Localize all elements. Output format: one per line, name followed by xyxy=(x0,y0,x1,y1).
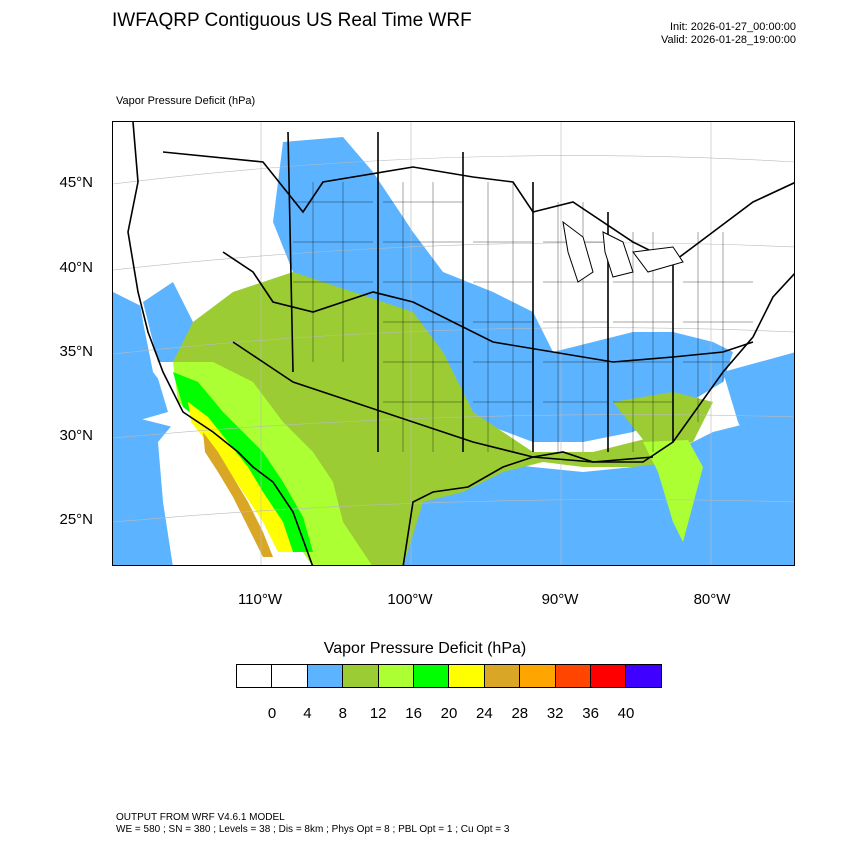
footer-config-line: WE = 580 ; SN = 380 ; Levels = 38 ; Dis … xyxy=(116,824,510,835)
lat-label-35: 35°N xyxy=(59,343,93,360)
footer-model-line: OUTPUT FROM WRF V4.6.1 MODEL xyxy=(116,812,285,823)
colorbar-tick-label: 12 xyxy=(369,705,387,722)
colorbar-cell xyxy=(236,664,273,688)
vpd-field-24-28 xyxy=(203,432,273,557)
colorbar-cell xyxy=(448,664,485,688)
colorbar-tick-label: 40 xyxy=(617,705,635,722)
colorbar-cell xyxy=(377,664,414,688)
colorbar-cell xyxy=(413,664,450,688)
field-label: Vapor Pressure Deficit (hPa) xyxy=(116,95,256,107)
valid-time: Valid: 2026-01-28_19:00:00 xyxy=(661,34,796,46)
colorbar-cell xyxy=(554,664,591,688)
colorbar-cell xyxy=(519,664,556,688)
colorbar-tick-label: 24 xyxy=(476,705,493,722)
lon-label-80: 80°W xyxy=(693,591,731,608)
colorbar-tick-label: 36 xyxy=(582,705,599,722)
colorbar-cell xyxy=(483,664,521,688)
colorbar-title: Vapor Pressure Deficit (hPa) xyxy=(323,640,527,657)
colorbar-cell xyxy=(625,664,662,688)
colorbar-tick-label: 0 xyxy=(267,705,277,722)
great-lakes xyxy=(562,220,684,283)
colorbar xyxy=(236,664,672,688)
colorbar-tick-label: 32 xyxy=(546,705,564,722)
init-time: Init: 2026-01-27_00:00:00 xyxy=(670,21,796,33)
map-title: IWFAQRP Contiguous US Real Time WRF xyxy=(112,10,472,31)
vpd-field-20-24 xyxy=(188,402,293,552)
vpd-map xyxy=(113,122,794,565)
lat-label-30: 30°N xyxy=(59,427,93,444)
lon-label-90: 90°W xyxy=(541,591,579,608)
lat-label-40: 40°N xyxy=(59,259,93,276)
lat-label-25: 25°N xyxy=(59,511,93,528)
colorbar-cell xyxy=(590,664,627,688)
colorbar-tick-label: 20 xyxy=(440,705,458,722)
colorbar-tick-label: 4 xyxy=(303,705,312,722)
map-panel xyxy=(112,121,795,566)
colorbar-tick-label: 28 xyxy=(511,705,529,722)
boundaries xyxy=(127,122,794,565)
colorbar-cell xyxy=(306,664,344,688)
colorbar-cell xyxy=(271,664,308,688)
lat-label-45: 45°N xyxy=(59,174,93,191)
lon-label-110: 110°W xyxy=(237,591,283,608)
colorbar-tick-label: 16 xyxy=(405,705,422,722)
lon-label-100: 100°W xyxy=(387,591,433,608)
colorbar-tick-label: 8 xyxy=(338,705,347,722)
colorbar-cell xyxy=(342,664,379,688)
county-lines xyxy=(293,182,753,452)
